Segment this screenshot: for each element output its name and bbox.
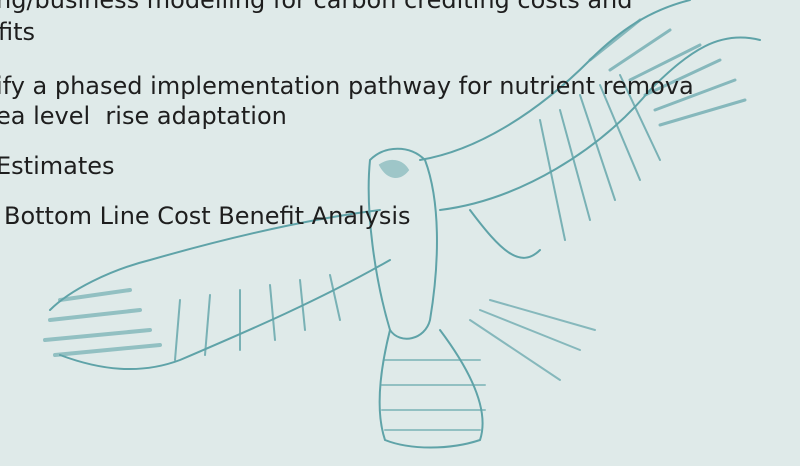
- text-line: Estimates: [0, 152, 115, 180]
- text-line: ng/business modelling for carbon crediti…: [0, 0, 633, 14]
- hawk-sketch: [0, 0, 800, 466]
- text-line: ea level rise adaptation: [0, 102, 287, 130]
- text-line: ify a phased implementation pathway for …: [0, 72, 694, 100]
- slide: ng/business modelling for carbon crediti…: [0, 0, 800, 466]
- text-line: fits: [0, 18, 35, 46]
- text-line: Bottom Line Cost Benefit Analysis: [4, 202, 411, 230]
